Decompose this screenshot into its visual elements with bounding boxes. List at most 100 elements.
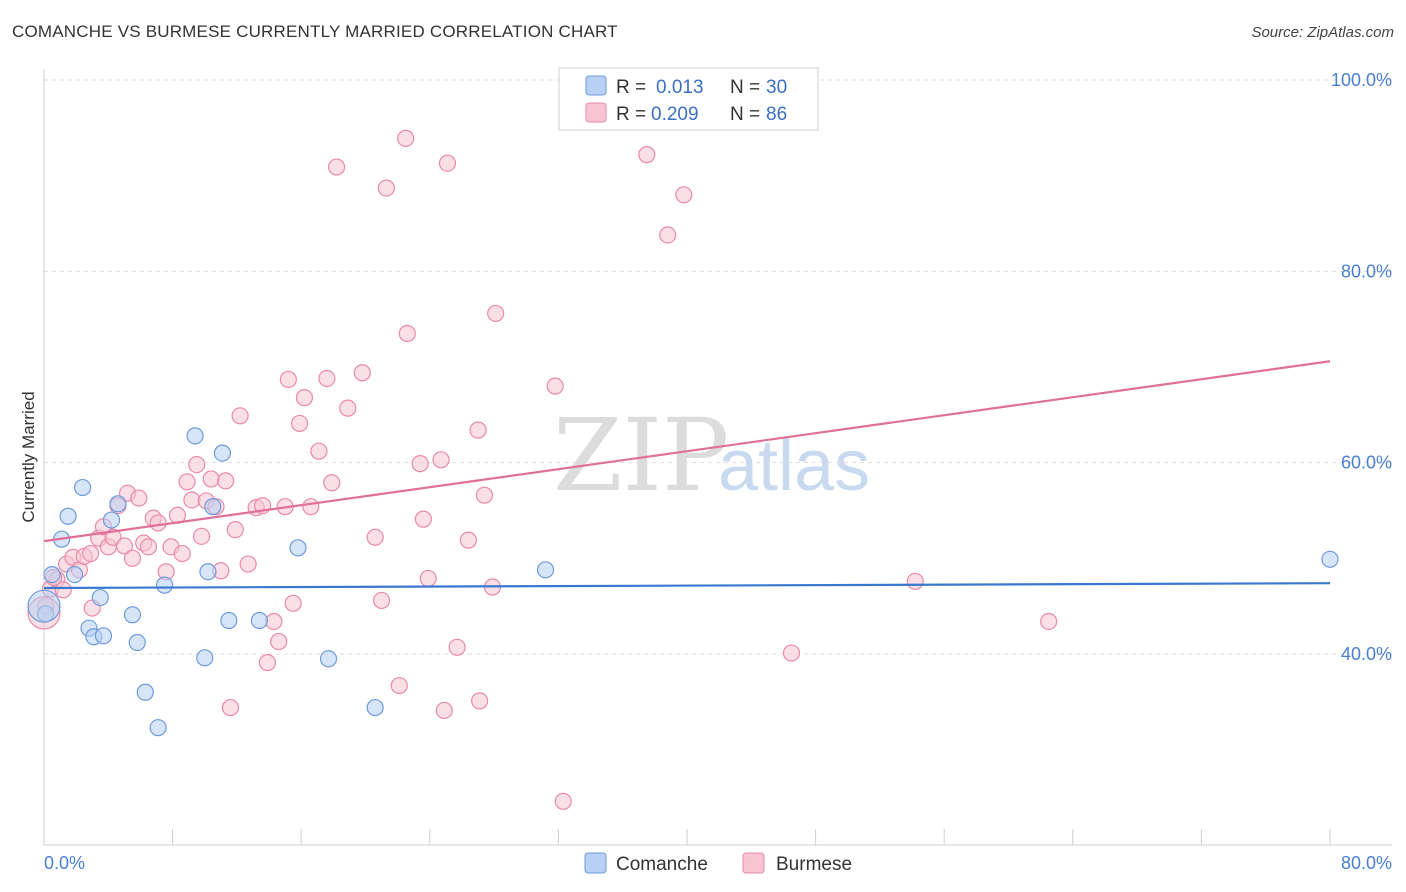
burmese-point: [782, 644, 801, 662]
x-tick-label-min: 0.0%: [44, 853, 85, 873]
burmese-point: [217, 472, 235, 490]
trend-lines: [43, 360, 1331, 590]
burmese-point: [372, 591, 391, 610]
bottom-legend-swatch-burmese: [742, 852, 765, 874]
comanche-point: [250, 611, 269, 630]
comanche-point: [91, 588, 109, 607]
watermark-atlas: atlas: [718, 426, 870, 506]
comanche-point: [319, 650, 338, 668]
burmese-point: [411, 455, 429, 473]
comanche-point: [123, 606, 142, 624]
burmese-point: [258, 654, 277, 672]
burmese-point: [475, 486, 494, 504]
legend-r-value-burmese: 0.209: [651, 104, 699, 125]
burmese-point: [448, 638, 466, 656]
y-axis-label: Currently Married: [19, 391, 38, 522]
burmese-point: [432, 451, 450, 469]
burmese-point: [202, 470, 220, 488]
comanche-point: [65, 565, 84, 584]
burmese-point: [438, 154, 457, 172]
burmese-point: [638, 146, 656, 164]
burmese-point: [123, 549, 142, 567]
comanche-point: [94, 627, 113, 645]
comanche-point: [155, 576, 174, 594]
bottom-legend-swatch-comanche: [584, 852, 607, 874]
legend-box: R = 0.013 N = 30 R = 0.209 N = 86: [558, 67, 819, 131]
burmese-point: [390, 676, 408, 695]
comanche-point: [1321, 550, 1339, 568]
burmese-point: [366, 528, 384, 546]
watermark-zip: ZIP: [553, 397, 729, 514]
comanche-point: [536, 561, 555, 579]
y-tick-labels: 40.0% 60.0% 80.0% 100.0%: [1331, 70, 1392, 664]
bottom-legend-burmese: Burmese: [776, 854, 852, 875]
burmese-point: [178, 473, 196, 491]
burmese-point: [327, 158, 346, 176]
legend-n-value-comanche: 30: [766, 77, 787, 98]
burmese-point: [221, 698, 240, 717]
burmese-point: [192, 527, 211, 545]
source-label: Source: ZipAtlas.com: [1251, 24, 1394, 41]
burmese-point: [339, 399, 357, 417]
burmese-trend-line: [43, 360, 1331, 543]
comanche-point: [204, 498, 222, 516]
y-tick-label-60: 60.0%: [1341, 453, 1392, 473]
burmese-points: [27, 129, 1058, 810]
burmese-point: [231, 407, 249, 425]
burmese-point: [469, 421, 487, 439]
burmese-point: [139, 538, 158, 556]
burmese-point: [183, 491, 201, 509]
comanche-trend-line: [43, 582, 1331, 590]
burmese-point: [659, 226, 677, 244]
burmese-point: [414, 510, 432, 528]
y-tick-label-100: 100.0%: [1331, 70, 1392, 90]
burmese-point: [302, 498, 320, 516]
burmese-point: [173, 544, 191, 563]
x-tick-marks: [43, 829, 1331, 845]
bottom-legend-comanche: Comanche: [616, 854, 708, 875]
burmese-point: [435, 701, 453, 720]
burmese-point: [419, 569, 437, 588]
legend-swatch-comanche: [585, 75, 607, 96]
legend-swatch-burmese: [585, 102, 607, 123]
legend-r-label-burmese: R =: [616, 104, 646, 125]
burmese-point: [353, 364, 371, 382]
burmese-point: [310, 442, 328, 460]
burmese-point: [554, 792, 572, 810]
burmese-point: [471, 692, 489, 710]
burmese-point: [270, 632, 288, 651]
watermark: ZIP atlas: [553, 397, 870, 514]
legend-n-value-burmese: 86: [766, 104, 787, 125]
burmese-point: [290, 414, 309, 433]
comanche-point: [196, 649, 214, 667]
y-tick-label-40: 40.0%: [1341, 644, 1392, 664]
burmese-point: [115, 537, 133, 555]
comanche-point: [59, 507, 77, 525]
burmese-point: [906, 572, 924, 590]
burmese-point: [265, 612, 283, 631]
burmese-point: [546, 377, 564, 395]
burmese-point: [188, 455, 206, 474]
comanche-point: [289, 539, 307, 557]
burmese-point: [130, 489, 148, 507]
legend-n-label-comanche: N =: [730, 77, 760, 98]
burmese-point: [675, 186, 693, 204]
burmese-point: [323, 474, 341, 492]
burmese-point: [459, 531, 477, 549]
burmese-point: [149, 514, 167, 532]
burmese-point: [54, 581, 72, 599]
comanche-point: [366, 698, 384, 717]
comanche-point: [199, 563, 217, 581]
comanche-points: [27, 427, 1339, 737]
burmese-point: [397, 129, 415, 147]
burmese-point: [279, 370, 297, 389]
legend-r-value-comanche: 0.013: [656, 77, 704, 98]
burmese-point: [82, 544, 100, 563]
chart-title: COMANCHE VS BURMESE CURRENTLY MARRIED CO…: [12, 22, 618, 41]
x-tick-label-max: 80.0%: [1341, 853, 1392, 873]
comanche-point: [27, 589, 61, 623]
gridlines: [44, 79, 1392, 655]
comanche-point: [149, 719, 167, 737]
burmese-point: [377, 179, 395, 197]
